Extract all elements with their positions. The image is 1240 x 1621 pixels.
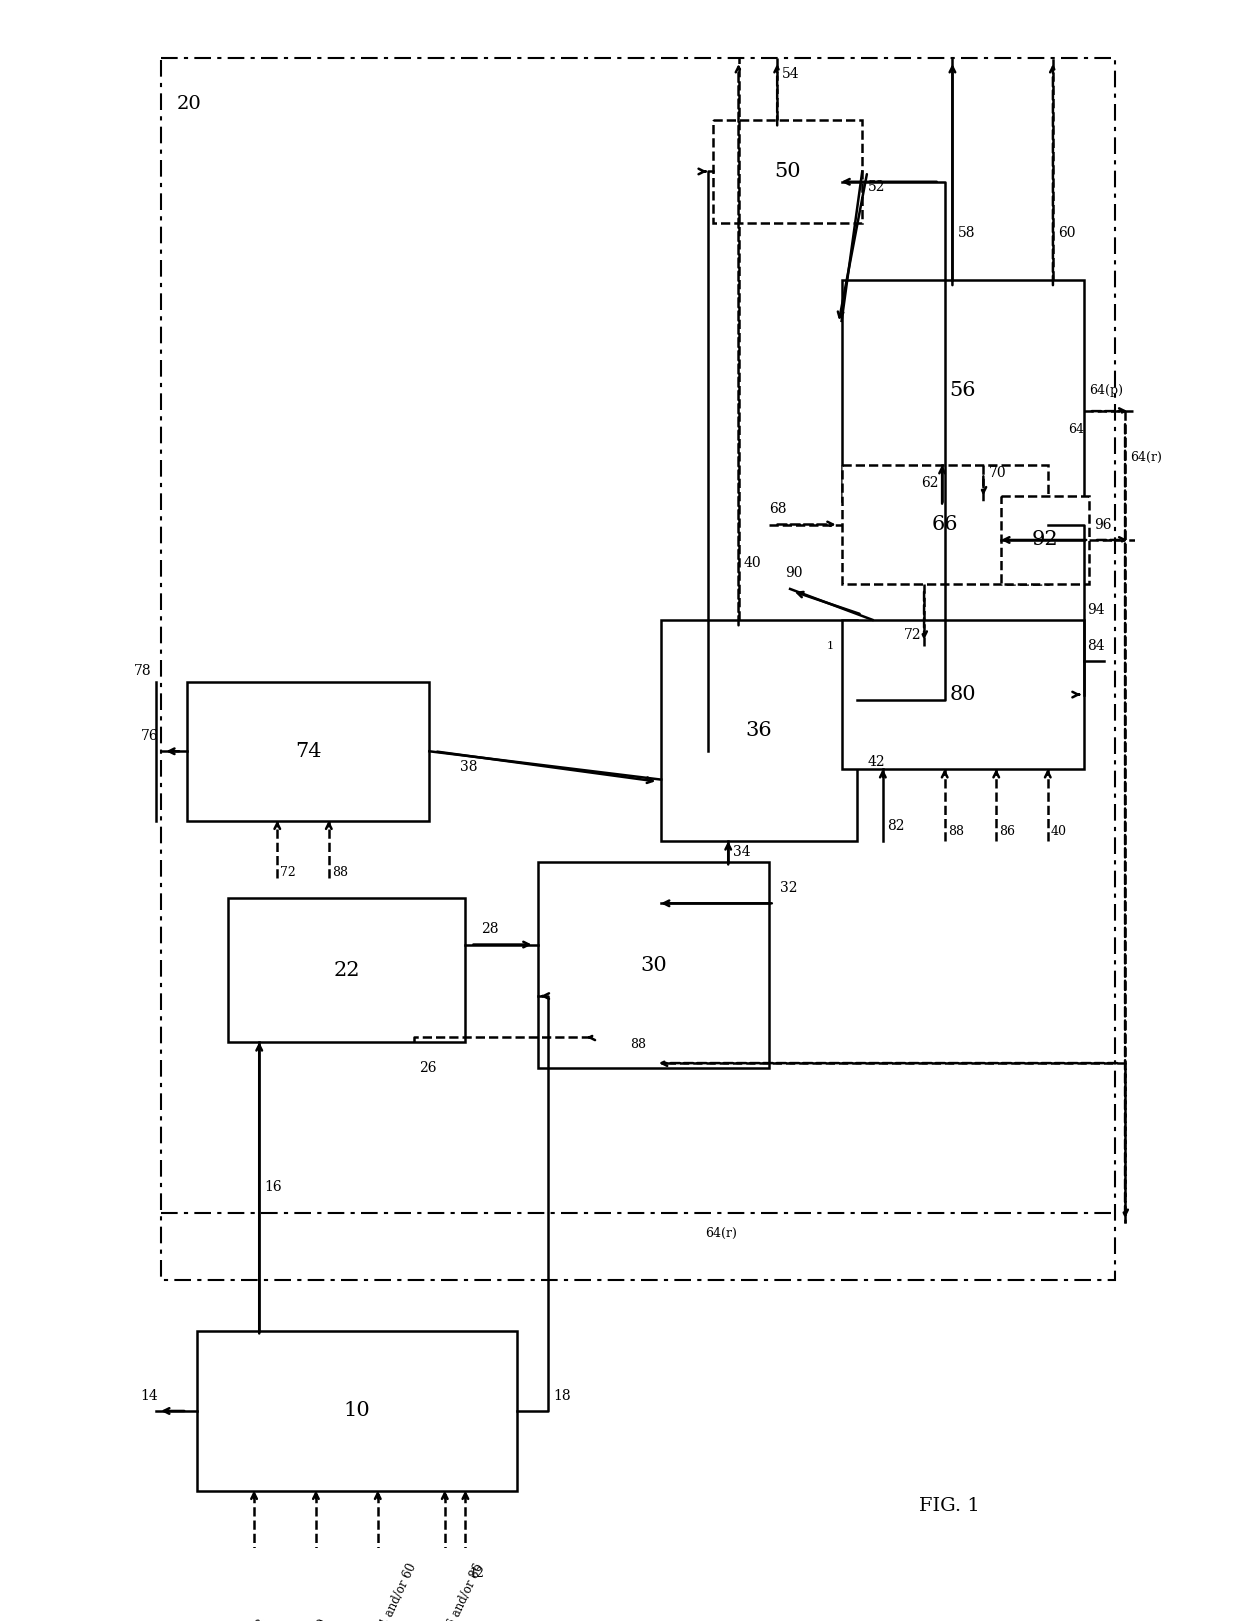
Bar bbox=[228, 898, 465, 1042]
Text: 78: 78 bbox=[134, 665, 151, 679]
Text: 68: 68 bbox=[770, 503, 787, 515]
Text: 70: 70 bbox=[988, 465, 1006, 480]
Text: 40: 40 bbox=[744, 556, 761, 571]
Text: 38: 38 bbox=[460, 760, 477, 773]
Text: 60: 60 bbox=[1058, 227, 1075, 240]
Bar bbox=[842, 619, 1084, 770]
Bar bbox=[661, 619, 857, 841]
Text: 32: 32 bbox=[780, 880, 797, 895]
Text: 30: 30 bbox=[640, 956, 667, 974]
Text: 72: 72 bbox=[280, 866, 296, 879]
Text: 20: 20 bbox=[177, 96, 202, 113]
Text: 16: 16 bbox=[264, 1180, 281, 1193]
Text: 88: 88 bbox=[947, 825, 963, 838]
Text: 40: 40 bbox=[1050, 825, 1066, 838]
Text: 64(r): 64(r) bbox=[706, 1227, 737, 1240]
Text: 88: 88 bbox=[250, 1616, 269, 1621]
Text: 64(r): 64(r) bbox=[1130, 451, 1162, 464]
Text: 50: 50 bbox=[774, 162, 801, 182]
Bar bbox=[161, 58, 1115, 1279]
Bar bbox=[187, 682, 429, 820]
Text: 54: 54 bbox=[782, 66, 800, 81]
Text: 76: 76 bbox=[140, 729, 159, 742]
Text: 88: 88 bbox=[332, 866, 348, 879]
Text: 10: 10 bbox=[343, 1402, 371, 1420]
Text: 1: 1 bbox=[826, 640, 833, 650]
Text: 26: 26 bbox=[419, 1062, 436, 1075]
Bar bbox=[842, 280, 1084, 501]
Text: 66: 66 bbox=[931, 515, 959, 533]
Text: 40: 40 bbox=[312, 1616, 331, 1621]
Text: FIG. 1: FIG. 1 bbox=[920, 1498, 981, 1516]
Bar bbox=[1002, 496, 1089, 584]
Text: 90: 90 bbox=[785, 566, 802, 580]
Text: 84: 84 bbox=[1087, 639, 1105, 653]
Text: 58: 58 bbox=[957, 227, 975, 240]
Text: 62: 62 bbox=[921, 477, 939, 490]
Bar bbox=[537, 862, 770, 1068]
Text: 72: 72 bbox=[904, 629, 921, 642]
Text: 82: 82 bbox=[887, 819, 904, 833]
Bar bbox=[197, 1331, 517, 1491]
Text: 34: 34 bbox=[733, 845, 751, 859]
Text: 86: 86 bbox=[999, 825, 1016, 838]
Text: 54 and/or 60: 54 and/or 60 bbox=[374, 1561, 419, 1621]
Text: 22: 22 bbox=[334, 961, 360, 979]
Text: 88: 88 bbox=[630, 1037, 646, 1050]
Text: 94: 94 bbox=[1087, 603, 1105, 616]
Text: 12: 12 bbox=[470, 1568, 485, 1580]
Text: 42: 42 bbox=[868, 755, 885, 768]
Text: 64: 64 bbox=[1069, 423, 1085, 436]
Text: 80: 80 bbox=[950, 686, 976, 704]
Bar bbox=[842, 465, 1048, 584]
Text: 28: 28 bbox=[481, 922, 498, 935]
Text: 36: 36 bbox=[745, 721, 773, 741]
Text: 52: 52 bbox=[868, 180, 885, 195]
Text: 14: 14 bbox=[140, 1389, 159, 1402]
Text: 74: 74 bbox=[295, 742, 321, 760]
Text: 56: 56 bbox=[950, 381, 976, 400]
Text: 18: 18 bbox=[553, 1389, 570, 1402]
Text: 64(p): 64(p) bbox=[1089, 384, 1123, 397]
Text: 96 and/or 86: 96 and/or 86 bbox=[441, 1561, 486, 1621]
Text: 92: 92 bbox=[1032, 530, 1059, 550]
Bar bbox=[713, 120, 862, 224]
Text: 96: 96 bbox=[1094, 517, 1111, 532]
